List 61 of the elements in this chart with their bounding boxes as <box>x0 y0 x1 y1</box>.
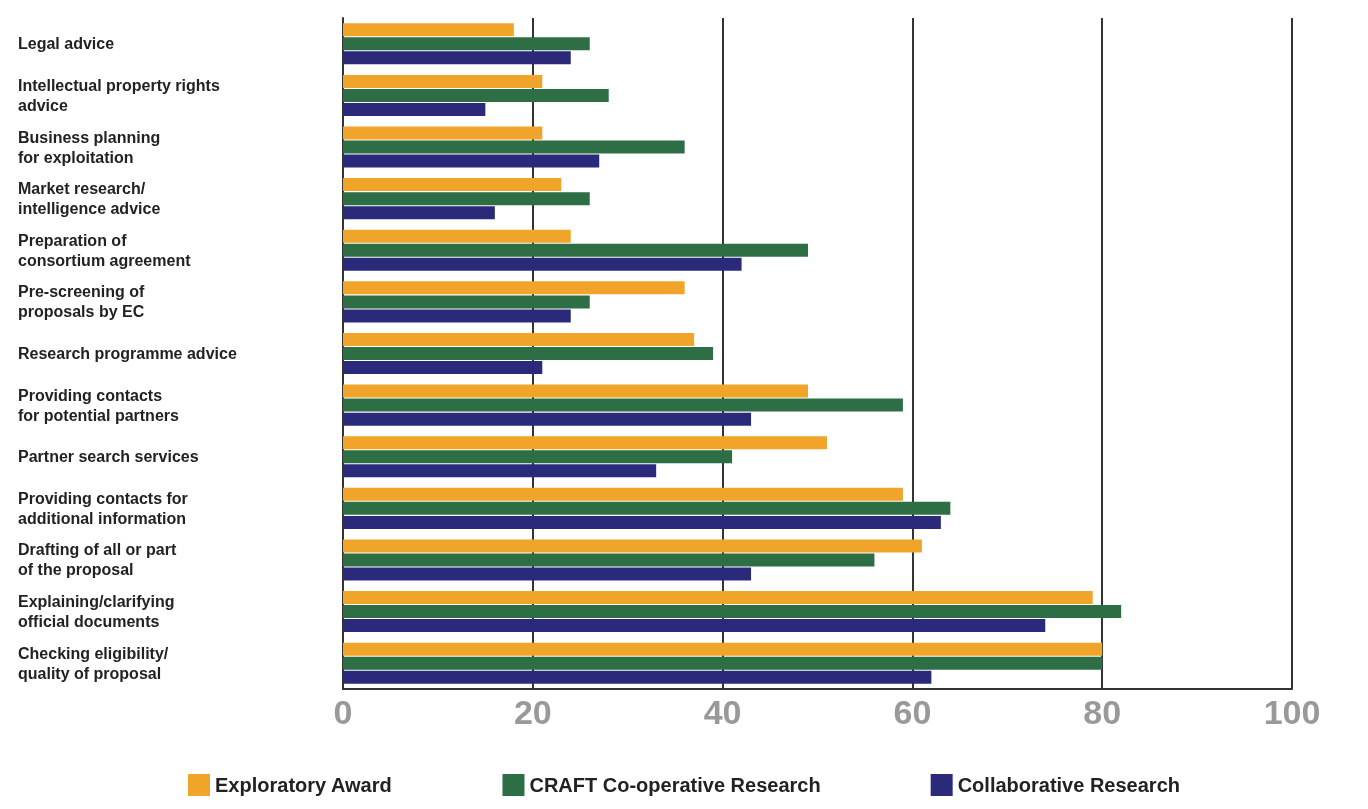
bar <box>343 23 514 37</box>
x-tick-label: 40 <box>703 693 742 731</box>
bar <box>343 206 495 220</box>
bar <box>343 464 657 478</box>
bar <box>343 88 609 102</box>
x-tick-label: 0 <box>333 693 353 731</box>
bar <box>343 178 562 192</box>
x-tick-label: 60 <box>893 693 932 731</box>
bar <box>343 347 714 360</box>
bar <box>343 412 752 426</box>
y-tick-label: Market research/ intelligence advice <box>18 180 161 218</box>
bar <box>343 515 941 529</box>
bar <box>343 192 590 206</box>
bar <box>343 257 742 271</box>
x-tick-label: 20 <box>513 693 552 731</box>
legend-label: Exploratory Award <box>215 774 392 796</box>
bar <box>343 154 600 168</box>
bar <box>343 295 590 309</box>
bar <box>343 619 1046 633</box>
legend-label: Collaborative Research <box>957 774 1180 796</box>
y-tick-label: Research programme advice <box>18 345 237 362</box>
bar <box>343 398 903 412</box>
bar <box>343 553 875 567</box>
bar <box>343 126 543 140</box>
bar <box>343 450 733 464</box>
y-tick-label: Checking eligibility/ quality of proposal <box>18 644 169 682</box>
legend-label: CRAFT Co-operative Research <box>529 774 821 796</box>
bar <box>343 102 486 116</box>
bar <box>343 309 571 323</box>
bar <box>343 501 951 515</box>
bar <box>343 281 685 295</box>
bar <box>343 140 685 154</box>
bar <box>343 567 752 581</box>
bar <box>343 384 809 398</box>
bar <box>343 591 1093 605</box>
bar <box>343 436 827 450</box>
bar <box>343 605 1122 619</box>
bar <box>343 243 809 257</box>
y-tick-label: Preparation of consortium agreement <box>18 231 192 269</box>
y-tick-label: Legal advice <box>18 35 115 53</box>
x-tick-label: 100 <box>1263 693 1321 731</box>
bar <box>343 539 922 553</box>
bar <box>343 656 1103 670</box>
bar <box>343 332 695 346</box>
y-tick-label: Providing contacts for additional information <box>18 489 188 527</box>
y-tick-label: Intellectual property rights advice <box>18 76 220 114</box>
y-tick-label: Business planning for exploitation <box>18 128 161 166</box>
bar <box>343 361 543 375</box>
bar <box>343 37 590 51</box>
y-tick-label: Partner search services <box>18 448 199 466</box>
bar <box>343 229 571 243</box>
bar <box>343 642 1103 656</box>
y-tick-label: Pre-screening of proposals by EC <box>18 283 145 321</box>
bar <box>343 487 903 501</box>
y-tick-label: Providing contacts for potential partners <box>18 386 180 424</box>
y-tick-label: Explaining/clarifying official documents <box>18 593 175 631</box>
bar <box>343 74 543 88</box>
bar <box>343 670 932 684</box>
y-tick-label: Drafting of all or part of the proposal <box>18 541 177 579</box>
bar <box>343 51 571 65</box>
x-tick-label: 80 <box>1083 693 1122 731</box>
